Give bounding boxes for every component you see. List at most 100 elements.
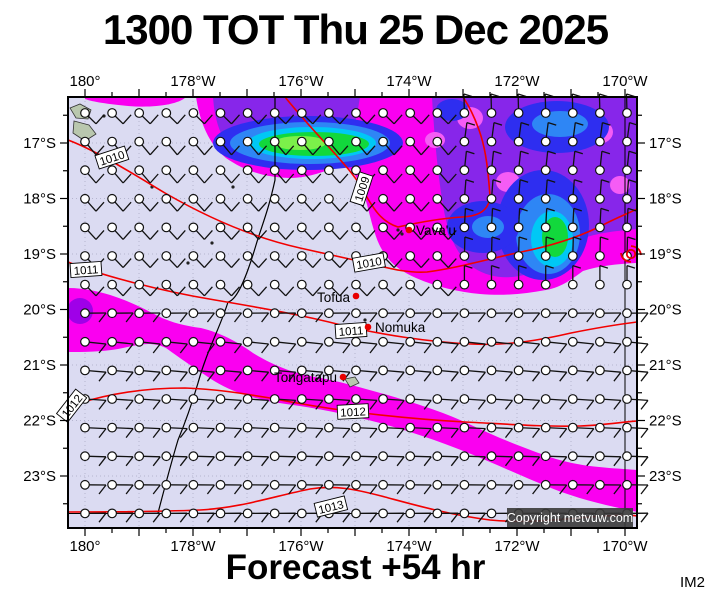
- barb-tick: [491, 236, 501, 241]
- wind-barb: [432, 336, 459, 354]
- station-circle: [134, 422, 145, 433]
- barb-tick: [450, 484, 459, 495]
- station-circle: [215, 136, 226, 147]
- wind-barb: [107, 308, 134, 323]
- wind-barb: [134, 422, 161, 438]
- station-circle: [215, 279, 226, 290]
- station-circle: [540, 394, 551, 404]
- wind-barb: [188, 422, 215, 438]
- barb-tick: [477, 428, 486, 438]
- wind-barb: [622, 207, 637, 233]
- station-circle: [432, 222, 443, 233]
- barb-tick: [586, 343, 595, 354]
- barb-tick: [233, 343, 243, 354]
- wind-barb: [324, 451, 351, 467]
- station-circle: [215, 222, 226, 233]
- barb-tick: [613, 312, 622, 323]
- wind-barb: [459, 93, 473, 118]
- station-circle: [296, 251, 307, 261]
- station-circle: [540, 422, 551, 433]
- wind-barb: [188, 108, 213, 125]
- barb-tick: [176, 114, 186, 125]
- wind-barb: [405, 365, 432, 382]
- wind-barb: [595, 179, 610, 204]
- wind-barb: [80, 422, 107, 438]
- barb-tick: [288, 456, 297, 467]
- station-circle: [432, 308, 443, 319]
- barb-tick: [369, 428, 378, 438]
- isobar-label-text: 1012: [340, 406, 366, 419]
- wind-barb: [432, 136, 457, 156]
- station-circle: [486, 279, 497, 290]
- wind-barb: [486, 150, 502, 176]
- barb-tick: [122, 173, 132, 184]
- barb-tick: [315, 428, 324, 438]
- station-circle: [513, 336, 524, 347]
- barb-tick: [312, 114, 322, 125]
- lat-label-left: 22°S: [23, 413, 56, 430]
- station-circle: [432, 193, 443, 204]
- wind-barb: [324, 136, 349, 156]
- station-circle: [540, 136, 551, 147]
- rain-cell-rain_blue: [436, 99, 468, 121]
- barb-tick: [601, 150, 611, 155]
- lat-label-left: 20°S: [23, 302, 56, 319]
- station-circle: [351, 422, 361, 433]
- barb-tick: [423, 512, 432, 523]
- station-circle: [188, 108, 199, 118]
- wind-barb: [107, 394, 134, 410]
- wind-barb: [567, 121, 584, 147]
- island-shape: [344, 376, 360, 388]
- station-circle: [324, 136, 334, 147]
- wind-barb: [540, 207, 555, 233]
- island-speck: [363, 318, 367, 322]
- barb-tick: [339, 286, 349, 297]
- station-circle: [459, 451, 470, 462]
- station-circle: [269, 308, 280, 319]
- station-circle: [486, 165, 497, 176]
- station-circle: [540, 193, 551, 204]
- station-circle: [188, 336, 199, 347]
- station-circle: [215, 451, 226, 462]
- barb-tick: [233, 428, 243, 438]
- station-circle: [296, 451, 307, 462]
- wind-barb: [269, 451, 297, 467]
- wind-barb: [459, 207, 474, 233]
- barb-tick: [203, 201, 213, 212]
- place-label: Nomuka: [375, 320, 426, 335]
- barb-tick: [203, 114, 213, 125]
- barb-tick: [477, 312, 486, 323]
- wind-barb: [486, 236, 501, 261]
- barb-tick: [640, 456, 649, 467]
- wind-barb: [432, 451, 459, 467]
- station-circle: [567, 336, 578, 347]
- station-circle: [161, 422, 172, 433]
- wind-barb: [459, 451, 486, 467]
- barb-tick: [423, 312, 432, 323]
- barb-tick: [520, 121, 530, 126]
- place-label: Tofua: [317, 290, 351, 305]
- station-circle: [567, 394, 578, 404]
- station-circle: [296, 394, 307, 404]
- barb-tick: [231, 201, 240, 212]
- station-circle: [161, 365, 172, 376]
- barb-tick: [122, 201, 132, 212]
- wind-barb: [351, 308, 378, 323]
- barb-tick: [519, 179, 529, 183]
- station-circle: [242, 422, 253, 433]
- wind-barb: [296, 108, 322, 125]
- wind-barb: [134, 136, 159, 156]
- station-circle: [269, 193, 280, 204]
- isobar-label: 1010: [351, 252, 386, 273]
- wind-barb: [107, 422, 134, 438]
- station-circle: [351, 508, 361, 519]
- barb-tick: [98, 371, 107, 382]
- lat-label-right: 21°S: [649, 357, 682, 374]
- model-id-label: IM2: [679, 574, 705, 591]
- station-circle: [80, 422, 90, 433]
- wind-barb: [513, 179, 529, 204]
- station-circle: [324, 222, 334, 233]
- station-circle: [242, 279, 253, 290]
- island-speck: [396, 228, 400, 232]
- wind-barb: [486, 365, 514, 382]
